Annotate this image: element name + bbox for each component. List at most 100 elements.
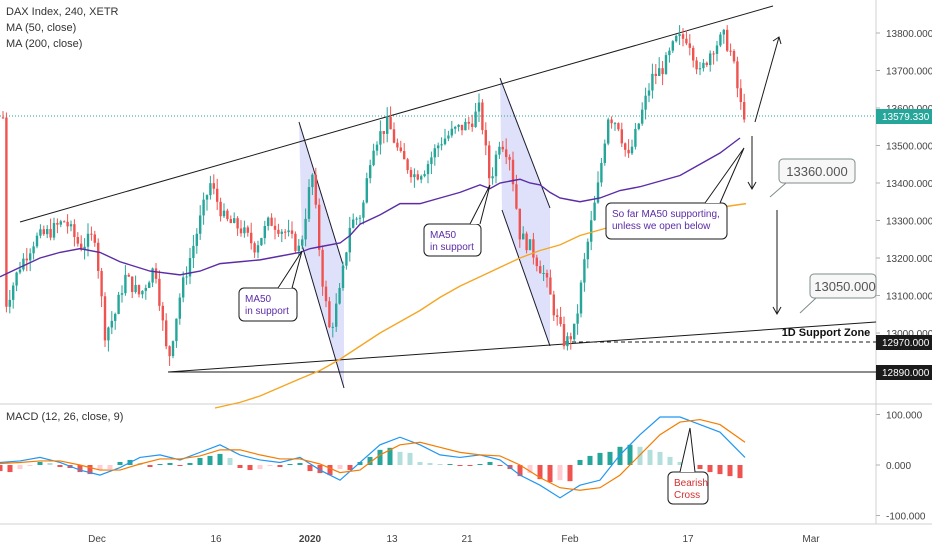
macd-histogram-bar xyxy=(667,456,673,465)
candle xyxy=(494,150,498,184)
candle-body xyxy=(42,229,45,235)
candle xyxy=(168,345,171,367)
candle xyxy=(284,229,287,240)
candle-body xyxy=(175,318,178,342)
candle-body xyxy=(664,55,668,75)
candle xyxy=(331,322,334,338)
macd-histogram-bar xyxy=(57,465,63,468)
candle xyxy=(12,282,15,309)
candle-body xyxy=(236,218,239,229)
candle-body xyxy=(617,123,620,130)
price-tick-label: 13300.000 xyxy=(886,217,932,228)
candle-body xyxy=(637,123,640,129)
candle xyxy=(634,122,637,150)
candle xyxy=(624,142,627,157)
candle-body xyxy=(671,41,674,51)
candle xyxy=(158,270,161,311)
candle xyxy=(97,238,100,279)
macd-histogram-bar xyxy=(497,465,503,467)
candle-body xyxy=(586,241,589,260)
candle xyxy=(209,175,212,200)
candle xyxy=(668,47,671,63)
candle xyxy=(382,131,385,144)
candle xyxy=(246,225,249,237)
candle-body xyxy=(576,313,579,324)
macd-histogram-bar xyxy=(527,465,533,474)
candle xyxy=(270,213,273,227)
candle-body xyxy=(226,210,229,220)
candle xyxy=(654,64,657,85)
macd-histogram-bar xyxy=(257,465,263,470)
candle xyxy=(460,124,464,136)
candle xyxy=(440,137,443,151)
candle-body xyxy=(620,129,623,144)
macd-histogram-bar xyxy=(367,456,373,465)
candle-body xyxy=(192,245,195,259)
candle-body xyxy=(675,35,678,42)
candle xyxy=(702,58,705,72)
candle-body xyxy=(287,230,290,233)
candle-body xyxy=(505,149,508,158)
upper-trendline xyxy=(19,5,774,223)
candle xyxy=(372,143,375,167)
candle-body xyxy=(29,253,32,261)
candle-body xyxy=(566,336,569,347)
candle xyxy=(423,170,426,178)
candle-body xyxy=(178,297,181,319)
candle xyxy=(467,116,470,130)
candle-body xyxy=(202,199,205,216)
candle-body xyxy=(416,174,419,180)
candle xyxy=(498,141,501,159)
candle-body xyxy=(668,50,671,56)
candle-body xyxy=(484,130,487,146)
candle xyxy=(188,247,192,285)
candle-body xyxy=(59,221,62,225)
candle xyxy=(477,93,481,123)
candle-body xyxy=(185,276,188,278)
candle xyxy=(321,245,324,296)
candle-body xyxy=(369,165,372,179)
candle-body xyxy=(511,159,515,185)
macd-histogram-bar xyxy=(417,461,423,465)
candle xyxy=(586,238,589,269)
last-price-tag xyxy=(876,109,932,124)
macd-histogram-bar xyxy=(77,465,83,473)
candle xyxy=(124,265,127,296)
candle-body xyxy=(1,117,5,119)
candle-body xyxy=(168,346,171,357)
candle xyxy=(692,45,695,68)
candle xyxy=(454,125,457,134)
candle-body xyxy=(49,229,52,238)
macd-histogram-bar xyxy=(577,459,583,465)
candle-body xyxy=(525,233,528,251)
candle-body xyxy=(144,287,147,291)
annotation-ma50-2-pointer xyxy=(469,184,491,225)
candle xyxy=(287,219,290,237)
candle-body xyxy=(256,245,260,253)
macd-histogram-bar xyxy=(217,453,223,465)
macd-histogram-bar xyxy=(207,455,213,465)
chart-title: DAX Index, 240, XETR xyxy=(6,6,119,18)
candle xyxy=(464,118,467,131)
macd-histogram-bar xyxy=(457,465,463,467)
candle-body xyxy=(137,285,141,295)
price-tick-label: 13000.000 xyxy=(886,329,932,340)
candle-body xyxy=(709,53,712,66)
candle xyxy=(732,49,736,64)
price-tick-label: 13100.000 xyxy=(886,292,932,303)
candle-body xyxy=(263,225,266,239)
candle xyxy=(481,99,484,135)
candle xyxy=(539,260,542,274)
candle-body xyxy=(250,232,253,244)
candle xyxy=(144,284,147,300)
candle xyxy=(600,158,603,187)
macd-histogram-bar xyxy=(387,447,393,465)
macd-histogram-bar xyxy=(617,446,623,465)
candle xyxy=(314,167,317,209)
candle-body xyxy=(297,245,300,251)
candle xyxy=(117,291,120,315)
macd-histogram-bar xyxy=(727,465,733,477)
candle-body xyxy=(443,138,447,145)
candle-body xyxy=(280,231,283,234)
